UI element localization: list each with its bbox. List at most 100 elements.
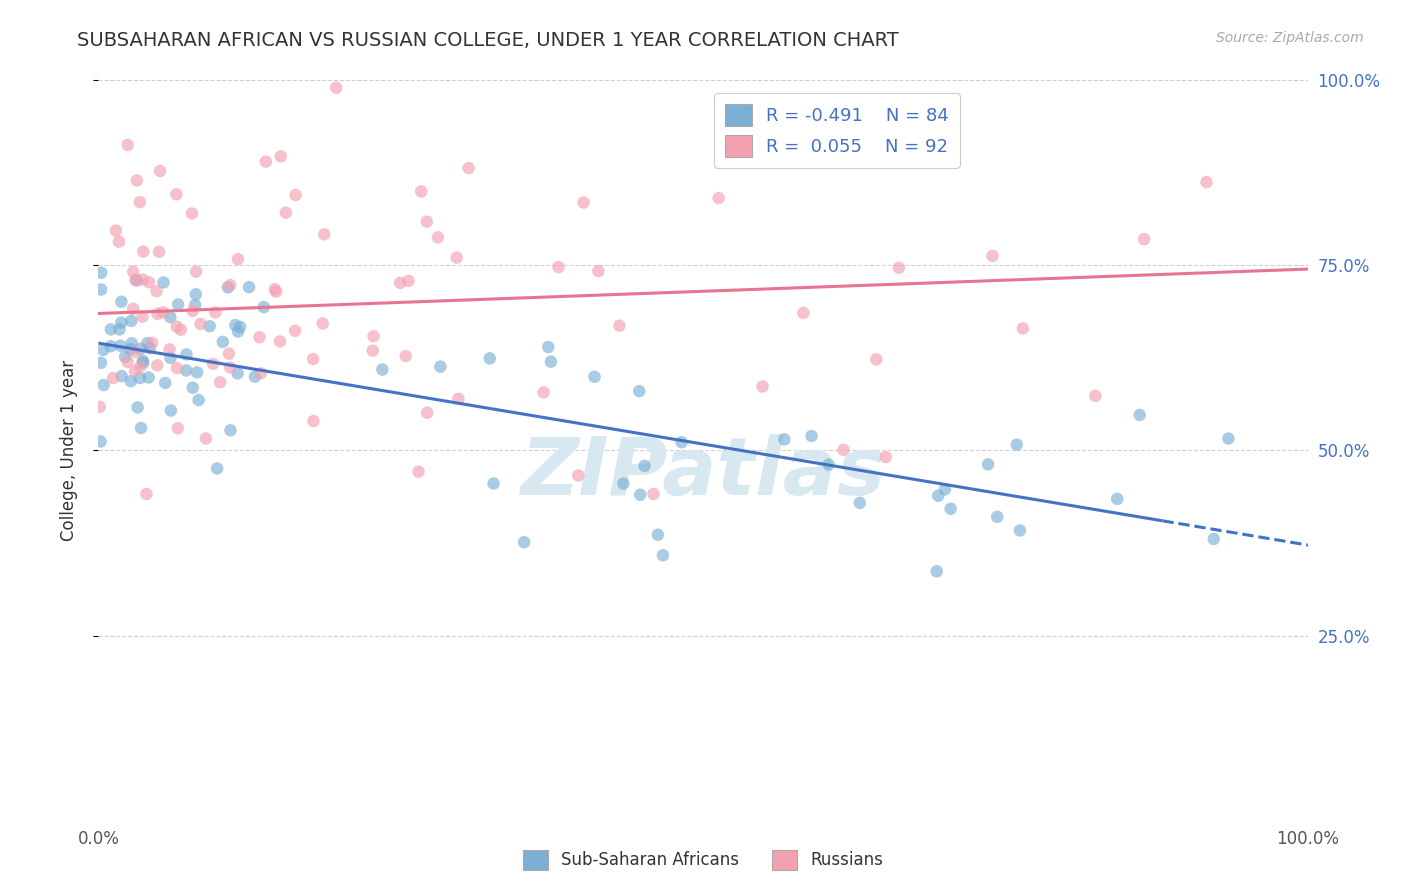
Point <box>138 370 160 384</box>
Point <box>302 414 325 428</box>
Point <box>361 343 384 358</box>
Point <box>186 365 208 379</box>
Point <box>90 434 112 449</box>
Point <box>939 501 962 516</box>
Point <box>108 235 131 249</box>
Point <box>567 468 589 483</box>
Text: SUBSAHARAN AFRICAN VS RUSSIAN COLLEGE, UNDER 1 YEAR CORRELATION CHART: SUBSAHARAN AFRICAN VS RUSSIAN COLLEGE, U… <box>77 31 898 50</box>
Point <box>149 164 172 178</box>
Point <box>751 111 773 125</box>
Point <box>226 325 249 339</box>
Point <box>110 294 132 309</box>
Point <box>90 356 112 370</box>
Point <box>128 195 150 210</box>
Point <box>243 369 266 384</box>
Point <box>773 433 796 447</box>
Point <box>167 297 190 311</box>
Point <box>108 322 131 336</box>
Point <box>124 273 146 287</box>
Point <box>482 476 505 491</box>
Point <box>129 421 152 435</box>
Point <box>219 278 242 293</box>
Point <box>170 323 193 337</box>
Point <box>104 223 127 237</box>
Point <box>120 314 142 328</box>
Point <box>253 300 276 314</box>
Point <box>1084 389 1107 403</box>
Point <box>90 283 112 297</box>
Point <box>100 322 122 336</box>
Point <box>129 342 152 356</box>
Point <box>219 423 242 437</box>
Point <box>160 403 183 417</box>
Point <box>184 287 207 301</box>
Point <box>218 347 240 361</box>
Point <box>131 310 153 324</box>
Point <box>198 319 221 334</box>
Point <box>190 317 212 331</box>
Legend: Sub-Saharan Africans, Russians: Sub-Saharan Africans, Russians <box>516 843 890 877</box>
Point <box>111 369 134 384</box>
Point <box>145 285 167 299</box>
Point <box>707 191 730 205</box>
Point <box>202 357 225 371</box>
Point <box>540 354 562 368</box>
Point <box>219 360 242 375</box>
Point <box>264 285 287 299</box>
Point <box>152 305 174 319</box>
Point <box>270 149 292 163</box>
Point <box>1005 438 1028 452</box>
Point <box>875 450 897 464</box>
Point <box>395 349 418 363</box>
Point <box>269 334 291 349</box>
Point <box>426 230 449 244</box>
Point <box>125 273 148 287</box>
Point <box>184 298 207 312</box>
Point <box>254 154 277 169</box>
Point <box>429 359 451 374</box>
Point <box>181 381 204 395</box>
Point <box>127 401 149 415</box>
Point <box>132 353 155 368</box>
Point <box>91 343 114 357</box>
Point <box>93 378 115 392</box>
Point <box>411 185 433 199</box>
Point <box>800 429 823 443</box>
Point <box>194 432 217 446</box>
Point <box>981 249 1004 263</box>
Point <box>751 379 773 393</box>
Point <box>612 476 634 491</box>
Point <box>628 384 651 399</box>
Point <box>209 376 232 390</box>
Point <box>121 336 143 351</box>
Point <box>135 487 157 501</box>
Point <box>416 214 439 228</box>
Point <box>101 371 124 385</box>
Point <box>155 376 177 390</box>
Point <box>652 548 675 562</box>
Point <box>446 251 468 265</box>
Point <box>1202 532 1225 546</box>
Point <box>314 227 336 242</box>
Point <box>447 392 470 406</box>
Point <box>205 461 228 475</box>
Point <box>117 355 139 369</box>
Point <box>925 564 948 578</box>
Point <box>643 487 665 501</box>
Point <box>572 195 595 210</box>
Point <box>181 303 204 318</box>
Point <box>204 305 226 319</box>
Point <box>125 173 148 187</box>
Point <box>249 330 271 344</box>
Point <box>817 458 839 472</box>
Point <box>110 316 132 330</box>
Point <box>90 266 112 280</box>
Point <box>363 329 385 343</box>
Y-axis label: College, Under 1 year: College, Under 1 year <box>59 359 77 541</box>
Point <box>478 351 501 366</box>
Point <box>176 347 198 361</box>
Point <box>250 367 273 381</box>
Point <box>152 276 174 290</box>
Point <box>927 489 949 503</box>
Point <box>129 359 152 374</box>
